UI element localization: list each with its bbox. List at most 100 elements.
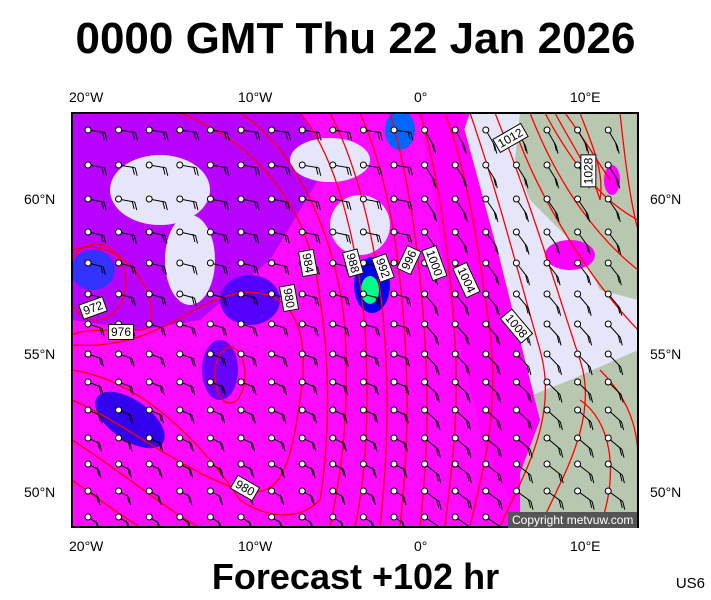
wind-barb-feather <box>161 296 164 305</box>
wind-barb-feather <box>188 441 192 450</box>
station-marker <box>451 320 459 328</box>
wind-barb-feather <box>219 523 222 527</box>
station-marker <box>421 434 429 442</box>
wind-barb-feather <box>407 328 411 337</box>
wind-barb-feather <box>587 364 591 373</box>
wind-barb-feather <box>407 131 411 140</box>
wind-barb-feather <box>129 356 133 365</box>
wind-barb-feather <box>219 496 223 506</box>
station-marker <box>574 406 582 414</box>
wind-barb-feather <box>257 167 261 176</box>
station-marker <box>329 460 337 468</box>
station-marker <box>421 195 429 203</box>
wind-barb-feather <box>254 166 258 175</box>
wind-barb-feather <box>316 298 320 307</box>
station-marker <box>115 126 123 134</box>
wind-barb-feather <box>466 447 470 456</box>
wind-barb-feather <box>493 177 497 186</box>
station-marker <box>145 460 153 468</box>
wind-barb-feather <box>498 394 502 403</box>
wind-barb-feather <box>191 415 195 424</box>
wind-barb-feather <box>525 274 529 283</box>
station-marker <box>574 460 582 468</box>
wind-barb-feather <box>280 441 284 450</box>
station-marker <box>451 290 459 298</box>
wind-barb-feather <box>403 496 407 506</box>
wind-barb-feather <box>375 415 379 424</box>
wind-barb-feather <box>589 499 593 508</box>
wind-barb-feather <box>285 131 289 140</box>
station-marker <box>115 378 123 386</box>
wind-barb-feather <box>467 366 471 376</box>
wind-barb-feather <box>494 244 498 253</box>
wind-barb-feather <box>220 384 224 394</box>
station-marker <box>359 406 367 414</box>
wind-barb-feather <box>160 356 164 365</box>
wind-barb-feather <box>497 473 501 482</box>
wind-barb-feather <box>96 523 99 527</box>
map-title: 0000 GMT Thu 22 Jan 2026 <box>75 14 636 63</box>
wind-barb-feather <box>162 200 166 209</box>
wind-barb-feather <box>406 386 410 396</box>
wind-barb-feather <box>255 266 259 275</box>
station-marker <box>604 259 612 267</box>
wind-barb-feather <box>126 494 130 503</box>
station-marker <box>421 378 429 386</box>
wind-barb-feather <box>525 180 529 189</box>
wind-barb-feather <box>434 213 438 223</box>
wind-barb-feather <box>524 145 528 154</box>
station-marker <box>543 161 551 169</box>
wind-barb-feather <box>313 443 317 452</box>
wind-barb-feather <box>162 166 166 175</box>
wind-barb-feather <box>592 526 594 527</box>
station-marker <box>237 350 245 358</box>
wind-barb-feather <box>340 494 344 503</box>
station-marker <box>390 434 398 442</box>
wind-barb-feather <box>222 296 226 305</box>
station-marker <box>176 487 184 495</box>
wind-barb-feather <box>311 441 315 450</box>
station-marker <box>115 161 123 169</box>
wind-barb-feather <box>127 467 131 476</box>
wind-barb-feather <box>615 177 619 186</box>
wind-barb-feather <box>496 277 500 286</box>
wind-barb-feather <box>372 496 376 506</box>
wind-barb-feather <box>469 501 473 510</box>
station-marker <box>115 434 123 442</box>
wind-barb-feather <box>312 384 316 394</box>
station-marker <box>359 195 367 203</box>
station-marker <box>268 228 276 236</box>
station-marker <box>482 290 490 298</box>
wind-barb-feather <box>589 337 593 346</box>
wind-barb-feather <box>410 167 414 176</box>
wind-barb-feather <box>619 447 623 456</box>
wind-barb-feather <box>586 305 590 314</box>
wind-barb-feather <box>129 443 133 452</box>
wind-barb-feather <box>160 326 164 335</box>
wind-barb-feather <box>317 235 321 244</box>
wind-barb-feather <box>311 496 315 506</box>
station-marker <box>390 487 398 495</box>
wind-barb-feather <box>194 266 198 275</box>
station-marker <box>359 487 367 495</box>
wind-barb-feather <box>372 441 376 450</box>
station-marker <box>390 126 398 134</box>
station-marker <box>482 126 490 134</box>
wind-barb-feather <box>280 523 283 527</box>
wind-barb-feather <box>616 244 620 253</box>
station-marker <box>298 126 306 134</box>
wind-barb-feather <box>527 473 531 482</box>
wind-barb-feather <box>248 520 251 527</box>
wind-barb-feather <box>557 246 561 255</box>
wind-barb-feather <box>312 469 316 478</box>
station-marker <box>451 487 459 495</box>
station-marker <box>268 378 276 386</box>
wind-barb-feather <box>523 177 527 186</box>
wind-barb-feather <box>104 167 108 176</box>
wind-barb-feather <box>619 307 623 316</box>
wind-barb-feather <box>196 132 200 141</box>
wind-barb-feather <box>250 412 254 422</box>
wind-barb-feather <box>254 358 258 367</box>
station-marker <box>451 513 459 521</box>
wind-barb-feather <box>468 474 472 484</box>
